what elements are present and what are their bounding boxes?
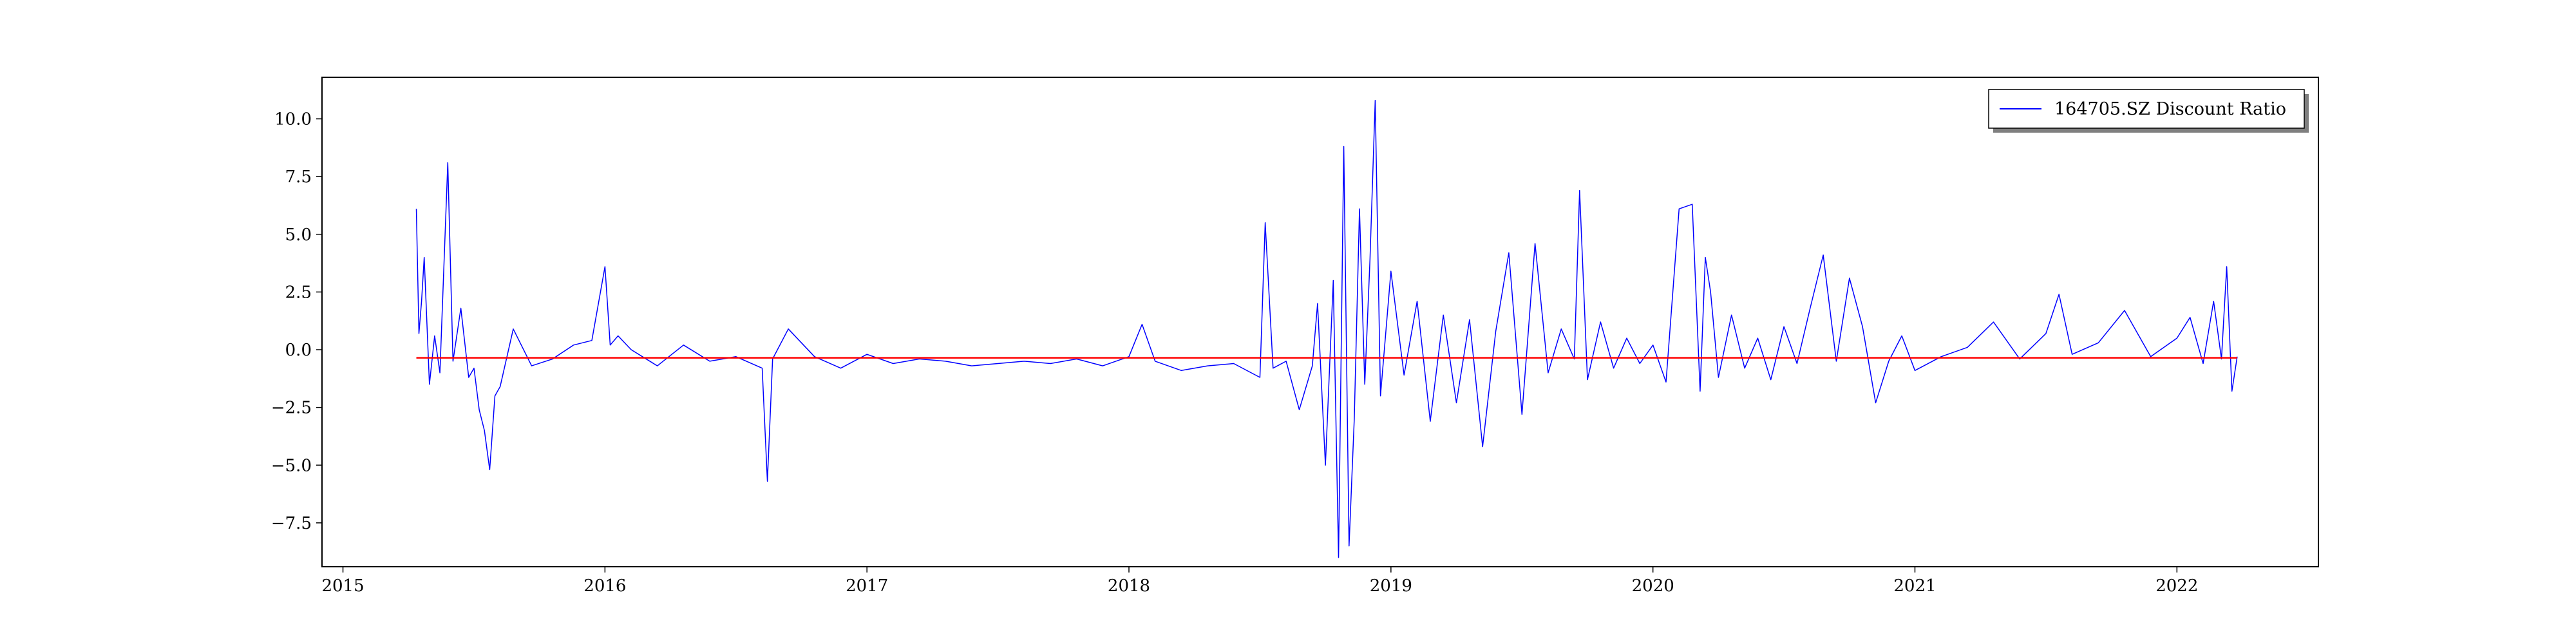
- y-tick-label: 5.0: [285, 225, 312, 245]
- x-tick-label: 2019: [1370, 576, 1412, 596]
- legend-label: 164705.SZ Discount Ratio: [2054, 99, 2286, 119]
- x-tick-label: 2018: [1108, 576, 1150, 596]
- y-tick-label: −2.5: [271, 399, 312, 418]
- y-tick-label: −5.0: [271, 456, 312, 475]
- series-layer: [415, 100, 2238, 558]
- x-axis: 2015 2016 2017 2018 2019 2020 2021 2022: [321, 567, 2198, 596]
- y-tick-label: 2.5: [285, 283, 312, 302]
- x-tick-label: 2021: [1893, 576, 1936, 596]
- y-tick-label: 10.0: [274, 110, 312, 129]
- legend: 164705.SZ Discount Ratio: [1988, 89, 2309, 133]
- y-tick-label: −7.5: [271, 514, 312, 533]
- y-tick-label: 7.5: [285, 167, 312, 187]
- plot-area: [322, 77, 2318, 567]
- x-tick-label: 2020: [1632, 576, 1674, 596]
- plot-frame: [321, 77, 2319, 567]
- x-tick-label: 2016: [583, 576, 626, 596]
- x-tick-label: 2022: [2155, 576, 2198, 596]
- x-tick-label: 2015: [321, 576, 364, 596]
- y-tick-label: 0.0: [285, 341, 312, 360]
- x-tick-label: 2017: [846, 576, 888, 596]
- y-axis: −7.5 −5.0 −2.5 0.0 2.5 5.0 7.5 10.0: [271, 110, 322, 533]
- series-line-discount-ratio: [415, 100, 2238, 558]
